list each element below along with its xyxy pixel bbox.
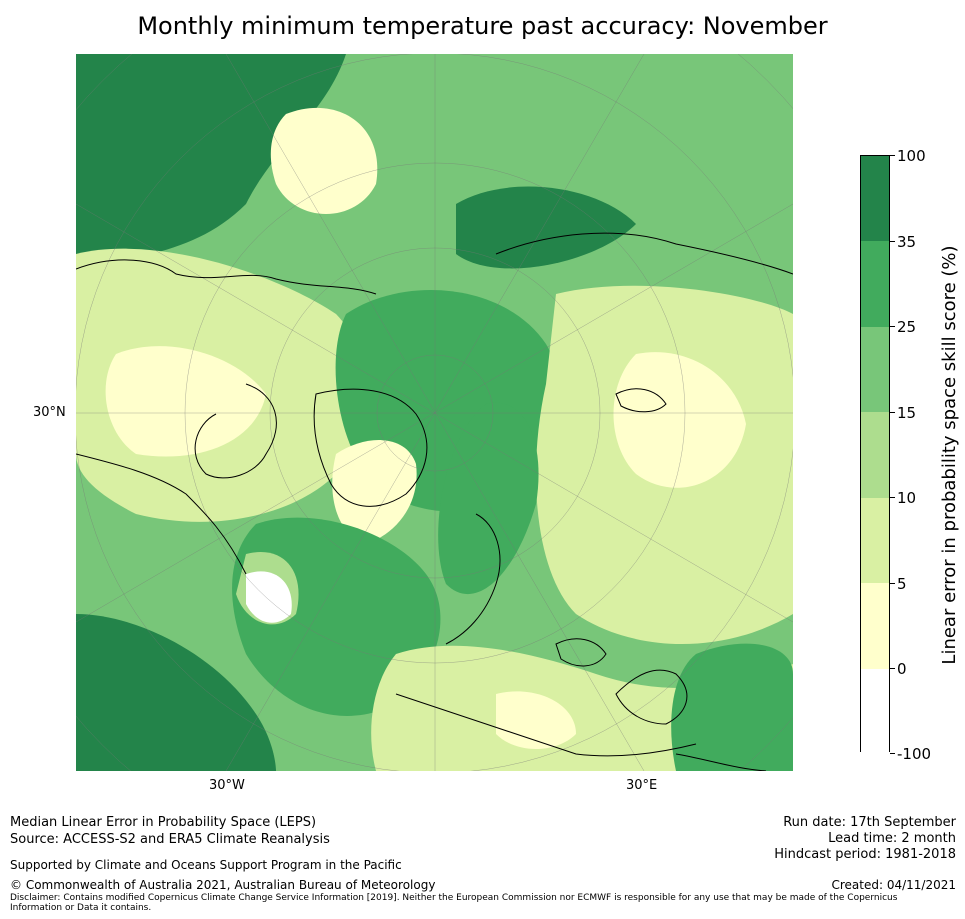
colorbar-seg-35-100 <box>861 156 889 241</box>
coast-europe-south <box>395 693 697 757</box>
colorbar <box>860 155 890 753</box>
coast-north-america-pacific <box>76 259 377 295</box>
region-east-pacific <box>76 614 276 771</box>
lon-label-30w: 30°W <box>209 778 245 793</box>
footer-lead-time: Lead time: 2 month <box>828 831 956 846</box>
colorbar-seg-5-10 <box>861 498 889 583</box>
coast-black-sea <box>555 638 607 667</box>
colorbar-tick: 5 <box>890 576 907 592</box>
region-siberia-pale <box>613 352 746 488</box>
graticule <box>76 54 793 771</box>
colorbar-label: Linear error in probability space skill … <box>939 245 960 665</box>
region-north-pacific <box>76 54 346 274</box>
footer-left-line2: Source: ACCESS-S2 and ERA5 Climate Reana… <box>10 832 330 847</box>
coast-hudson-bay <box>194 383 277 479</box>
footer-disclaimer-line2: Information or Data it contains. <box>10 903 152 913</box>
footer-left-line1: Median Linear Error in Probability Space… <box>10 815 317 830</box>
chart-title: Monthly minimum temperature past accurac… <box>137 12 828 40</box>
colorbar-tick: 25 <box>890 319 916 335</box>
region-central-asia-dark <box>671 643 793 771</box>
colorbar-seg-10-15 <box>861 412 889 498</box>
coast-lake-baikal <box>615 388 667 413</box>
coast-caspian <box>615 669 688 725</box>
region-barents-sea <box>438 402 539 595</box>
footer-run-date: Run date: 17th September <box>783 815 956 830</box>
footer-support: Supported by Climate and Oceans Support … <box>10 858 402 872</box>
map-canvas <box>76 54 793 771</box>
colorbar-seg-25-35 <box>861 241 889 327</box>
region-atlantic-white <box>246 571 292 623</box>
region-mediterranean-pale <box>496 691 576 749</box>
colorbar-seg-neg100-0 <box>861 669 889 753</box>
polar-map[interactable] <box>76 54 793 771</box>
region-greenland <box>332 440 417 544</box>
colorbar-tick: 0 <box>890 661 907 677</box>
coastlines <box>76 232 793 771</box>
colorbar-tick: 15 <box>890 405 916 421</box>
lon-label-30e: 30°E <box>626 778 658 793</box>
footer-disclaimer-line1: Disclaimer: Contains modified Copernicus… <box>10 893 898 903</box>
region-arctic-high <box>456 186 636 269</box>
coast-norway <box>445 513 501 645</box>
footer-copyright: © Commonwealth of Australia 2021, Austra… <box>10 878 436 892</box>
lat-label-30n: 30°N <box>33 405 66 420</box>
colorbar-seg-0-5 <box>861 583 889 669</box>
coast-greenland <box>313 388 428 507</box>
footer-created: Created: 04/11/2021 <box>831 878 956 892</box>
colorbar-tick: -100 <box>890 746 931 762</box>
region-canada-pale <box>105 346 266 457</box>
coast-east-canada <box>76 453 247 575</box>
region-bering-low <box>270 107 378 214</box>
colorbar-seg-15-25 <box>861 327 889 412</box>
footer-hindcast: Hindcast period: 1981-2018 <box>774 847 956 862</box>
coast-siberia-north <box>495 232 793 275</box>
colorbar-tick: 100 <box>890 148 926 164</box>
coast-persian-gulf <box>675 753 767 771</box>
colorbar-tick: 35 <box>890 234 916 250</box>
colorbar-tick: 10 <box>890 490 916 506</box>
